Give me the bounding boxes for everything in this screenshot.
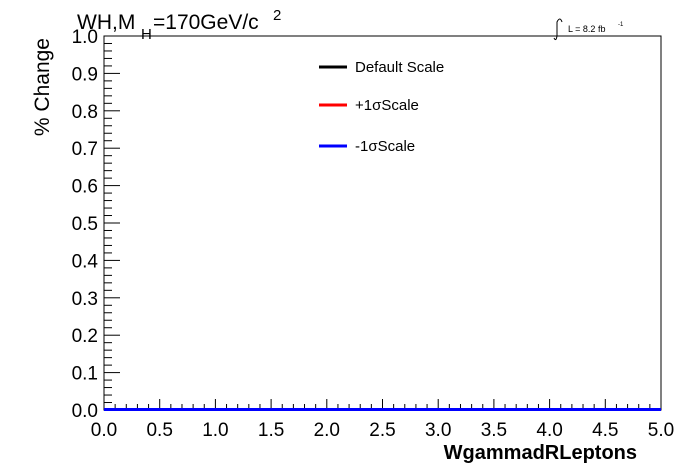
x-tick-labels: 0.0 0.5 1.0 1.5 2.0 2.5 3.0 3.5 4.0 4.5 5.0 <box>91 420 674 441</box>
legend-label-1: +1σScale <box>355 97 419 114</box>
x-tick-label: 3.5 <box>481 420 507 441</box>
y-tick-label: 0.3 <box>72 289 98 310</box>
y-tick-label: 0.8 <box>72 102 98 123</box>
title-main: WH,M <box>77 11 135 34</box>
y-tick-label: 0.1 <box>72 364 98 385</box>
x-tick-label: 1.5 <box>258 420 284 441</box>
y-tick-label: 0.7 <box>72 139 98 160</box>
x-tick-label: 1.0 <box>202 420 228 441</box>
chart-title: WH,M H =170GeV/c 2 <box>77 7 281 43</box>
x-tick-label: 4.5 <box>592 420 618 441</box>
x-tick-label: 0.5 <box>146 420 172 441</box>
y-tick-label: 0.4 <box>72 251 99 272</box>
y-axis-title: % Change <box>31 38 54 136</box>
title-superscript: 2 <box>273 7 281 24</box>
legend-label-2: -1σScale <box>355 138 415 155</box>
axis-ticks <box>103 35 662 411</box>
y-tick-label: 0.9 <box>72 64 98 85</box>
lumi-label: L = 8.2 fb -1 <box>553 18 624 41</box>
legend: Default Scale +1σScale -1σScale <box>319 59 444 155</box>
x-tick-label: 0.0 <box>91 420 117 441</box>
title-rest: =170GeV/c <box>153 11 259 34</box>
lumi-text: L = 8.2 fb <box>568 24 605 34</box>
y-tick-label: 0.2 <box>72 326 98 347</box>
x-tick-label: 3.0 <box>425 420 451 441</box>
lumi-superscript: -1 <box>618 22 624 28</box>
y-tick-label: 0.0 <box>72 401 98 422</box>
plot-frame <box>103 35 662 411</box>
title-subscript: H <box>141 26 152 43</box>
x-tick-label: 2.0 <box>314 420 340 441</box>
integral-icon <box>553 18 563 41</box>
x-tick-label: 5.0 <box>648 420 674 441</box>
x-axis-title: WgammadRLeptons <box>444 442 637 464</box>
y-tick-label: 1.0 <box>72 27 98 48</box>
x-tick-label: 2.5 <box>369 420 395 441</box>
legend-label-0: Default Scale <box>355 59 444 76</box>
y-tick-label: 0.6 <box>72 177 98 198</box>
y-tick-label: 0.5 <box>72 214 98 235</box>
y-tick-labels: 0.0 0.1 0.2 0.3 0.4 0.5 0.6 0.7 0.8 0.9 1.0 <box>72 27 99 422</box>
x-tick-label: 4.0 <box>536 420 562 441</box>
